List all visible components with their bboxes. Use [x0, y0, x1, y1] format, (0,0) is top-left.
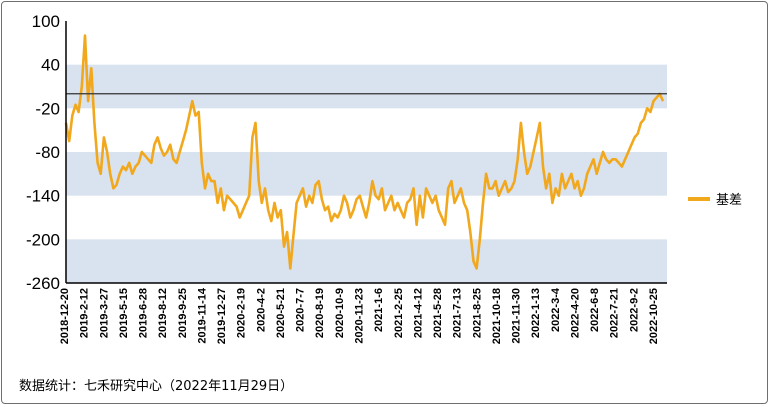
x-tick-label: 2020-11-23	[354, 288, 366, 344]
grid-bands	[66, 64, 667, 283]
x-tick-label: 2019-3-27	[98, 288, 110, 338]
x-tick-label: 2021-11-30	[511, 288, 523, 344]
x-tick-label: 2020-10-9	[334, 288, 346, 338]
series-layer	[64, 34, 665, 270]
x-tick-label: 2022-3-4	[550, 287, 562, 332]
x-tick-label: 2021-2-25	[393, 288, 405, 338]
x-tick-label: 2020-5-21	[275, 288, 287, 338]
y-tick-label: 40	[41, 56, 60, 75]
y-axis-ticks: 100 40 -20 -80 -140 -200 -260	[26, 12, 60, 293]
x-tick-label: 2019-5-15	[118, 288, 130, 338]
x-tick-label: 2022-6-8	[589, 288, 601, 332]
x-tick-label: 2022-1-13	[530, 288, 542, 338]
x-tick-label: 2021-5-28	[432, 288, 444, 338]
legend-label: 基差	[716, 193, 742, 208]
y-tick-label: -260	[26, 274, 60, 293]
grid-band	[66, 239, 667, 283]
grid-band	[66, 64, 667, 109]
x-tick-label: 2020-7-7	[295, 288, 307, 332]
x-axis-ticks: 2018-12-20 2019-2-12 2019-3-27 2019-5-15 201…	[59, 287, 660, 344]
y-tick-label: -80	[35, 143, 60, 162]
x-tick-label: 2021-4-12	[412, 288, 424, 338]
x-tick-label: 2022-4-20	[569, 288, 581, 338]
series-line	[64, 34, 665, 270]
x-tick-label: 2019-2-12	[79, 288, 91, 338]
x-tick-label: 2019-9-25	[177, 288, 189, 338]
legend: 基差	[688, 193, 742, 208]
x-tick-label: 2022-9-2	[628, 288, 640, 332]
y-tick-label: 100	[32, 12, 60, 31]
x-tick-label: 2018-12-20	[59, 288, 71, 344]
x-tick-label: 2021-1-6	[373, 288, 385, 332]
y-tick-label: -20	[35, 99, 60, 118]
x-tick-label: 2019-8-12	[157, 288, 169, 338]
grid-band	[66, 152, 667, 196]
x-tick-label: 2022-10-25	[648, 288, 660, 344]
x-tick-label: 2022-7-21	[609, 288, 621, 338]
x-tick-label: 2020-8-19	[314, 288, 326, 338]
x-tick-label: 2021-10-18	[491, 288, 503, 344]
x-tick-label: 2021-8-25	[471, 288, 483, 338]
x-tick-label: 2020-4-2	[255, 288, 267, 332]
x-tick-label: 2019-6-28	[138, 288, 150, 338]
x-tick-label: 2019-12-27	[216, 288, 228, 344]
y-tick-label: -200	[26, 230, 60, 249]
x-tick-label: 2019-11-14	[196, 287, 208, 344]
y-tick-label: -140	[26, 187, 60, 206]
x-tick-label: 2020-2-19	[236, 288, 248, 338]
x-tick-label: 2021-7-13	[452, 288, 464, 338]
source-note: 数据统计：七禾研究中心（2022年11月29日）	[19, 379, 293, 394]
